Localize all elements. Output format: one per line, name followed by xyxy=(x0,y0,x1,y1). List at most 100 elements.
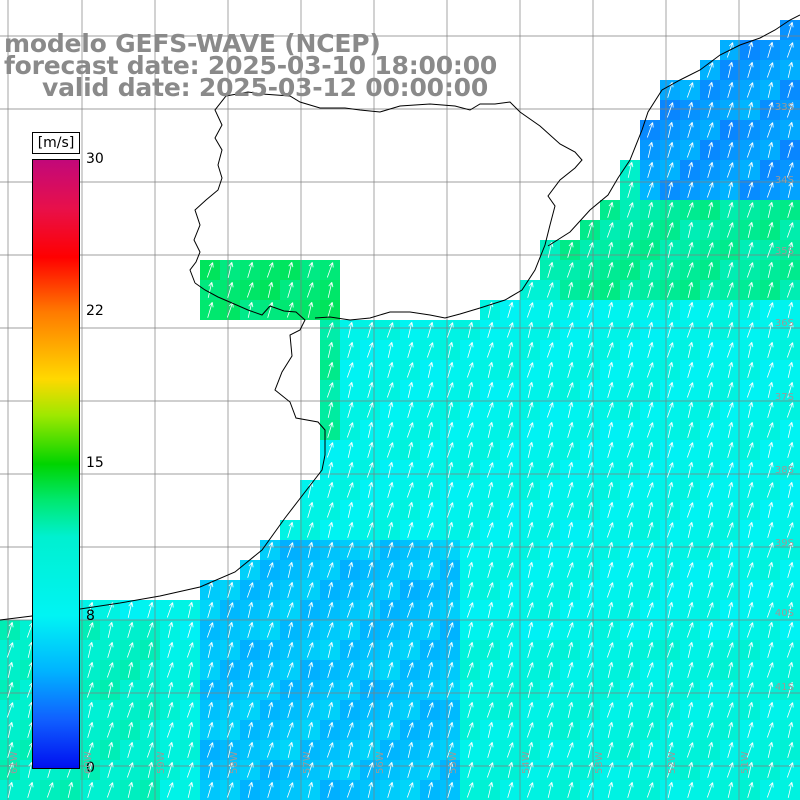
wind-arrow xyxy=(587,702,594,718)
wind-arrow xyxy=(527,582,534,598)
wind-arrow xyxy=(747,101,754,118)
wind-arrow xyxy=(367,562,374,578)
wind-arrow xyxy=(787,601,794,618)
wind-arrow xyxy=(626,442,634,458)
wind-arrow xyxy=(607,481,614,498)
wind-arrow xyxy=(247,262,254,278)
wind-arrow xyxy=(287,522,294,538)
wind-arrow xyxy=(687,602,694,618)
wind-arrow xyxy=(767,681,774,698)
wind-arrow xyxy=(467,582,474,598)
wind-arrow xyxy=(566,622,574,638)
wind-arrow xyxy=(527,402,534,418)
wind-arrow xyxy=(766,422,774,438)
wind-arrow xyxy=(587,342,594,358)
wind-arrow xyxy=(247,622,254,638)
wind-arrow xyxy=(207,602,214,618)
wind-arrow xyxy=(327,722,334,738)
wind-arrow xyxy=(707,741,714,758)
wind-arrow xyxy=(647,222,654,238)
wind-arrow xyxy=(487,361,494,378)
wind-arrow xyxy=(567,701,574,718)
wind-arrow xyxy=(707,102,714,118)
wind-arrow xyxy=(387,722,394,738)
wind-arrow xyxy=(447,422,454,438)
wind-arrow xyxy=(727,382,734,398)
wind-arrow xyxy=(786,102,794,118)
wind-arrow xyxy=(347,741,354,758)
latitude-label: 39S xyxy=(774,538,794,549)
wind-arrow xyxy=(467,441,474,458)
wind-arrow xyxy=(546,582,554,598)
wind-arrow xyxy=(706,242,714,258)
wind-arrow xyxy=(246,282,254,298)
wind-arrow xyxy=(766,722,774,738)
wind-arrow xyxy=(447,482,454,498)
wind-arrow xyxy=(286,782,294,798)
wind-arrow xyxy=(427,361,434,378)
wind-arrow xyxy=(427,421,434,438)
latitude-label: 38S xyxy=(774,465,794,476)
wind-arrow xyxy=(587,402,594,418)
wind-arrow xyxy=(727,541,734,558)
wind-arrow xyxy=(427,481,434,498)
wind-arrow xyxy=(706,362,714,378)
wind-arrow xyxy=(487,742,494,758)
wind-arrow xyxy=(87,722,94,738)
wind-arrow xyxy=(387,701,394,718)
latitude-label: 40S xyxy=(774,608,794,619)
wind-arrow xyxy=(486,402,494,418)
wind-arrow xyxy=(427,382,434,398)
wind-arrow xyxy=(587,522,594,538)
wind-arrow xyxy=(787,241,794,258)
wind-arrow xyxy=(607,442,614,458)
wind-arrow xyxy=(506,682,514,698)
wind-arrow xyxy=(247,601,254,618)
wind-arrow xyxy=(206,622,214,638)
wind-arrow xyxy=(466,362,474,378)
wind-arrow xyxy=(327,461,334,478)
wind-arrow xyxy=(566,322,574,338)
wind-arrow xyxy=(187,661,194,678)
wind-arrow xyxy=(307,301,314,318)
wind-arrow xyxy=(227,621,234,638)
wind-arrow xyxy=(527,501,534,518)
colorbar-tick-label: 0 xyxy=(86,760,95,776)
wind-arrow xyxy=(287,702,294,718)
wind-arrow xyxy=(327,422,334,438)
wind-arrow xyxy=(746,82,754,98)
wind-arrow xyxy=(547,262,554,278)
wind-arrow xyxy=(746,142,754,158)
wind-arrow xyxy=(447,542,454,558)
wind-arrow xyxy=(226,602,234,618)
wind-arrow xyxy=(386,382,394,398)
wind-arrow xyxy=(687,701,694,718)
wind-arrow xyxy=(187,721,194,738)
wind-arrow xyxy=(687,422,694,438)
wind-arrow xyxy=(166,662,174,678)
wind-arrow xyxy=(567,542,574,558)
wind-arrow xyxy=(646,662,654,678)
wind-arrow xyxy=(507,482,514,498)
wind-arrow xyxy=(707,621,714,638)
wind-arrow xyxy=(446,322,454,338)
wind-arrow xyxy=(487,442,494,458)
wind-arrow xyxy=(646,422,654,438)
wind-arrow xyxy=(187,781,194,798)
wind-arrow xyxy=(527,381,534,398)
wind-arrow xyxy=(746,742,754,758)
wind-arrow xyxy=(606,762,614,778)
wind-arrow xyxy=(226,662,234,678)
wind-arrow xyxy=(266,262,274,278)
wind-arrow xyxy=(787,262,794,278)
wind-arrow xyxy=(626,202,634,218)
latitude-label: 34S xyxy=(774,175,794,186)
wind-arrow xyxy=(287,762,294,778)
wind-arrow xyxy=(547,541,554,558)
wind-arrow xyxy=(747,161,754,178)
wind-arrow xyxy=(546,402,554,418)
wind-arrow xyxy=(367,481,374,498)
wind-arrow xyxy=(546,702,554,718)
wind-arrow xyxy=(666,462,674,478)
wind-arrow xyxy=(546,642,554,658)
